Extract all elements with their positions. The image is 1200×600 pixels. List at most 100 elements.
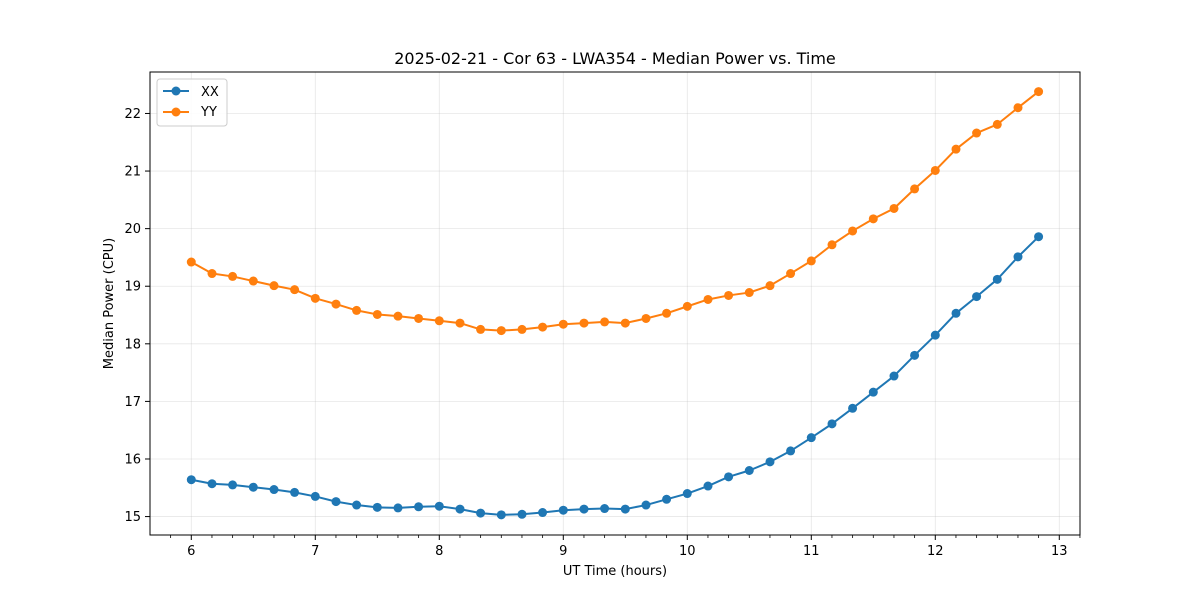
y-tick-label: 22 [124,107,141,122]
data-point-xx [724,472,734,482]
data-point-yy [620,318,630,328]
data-point-xx [372,502,382,512]
data-point-xx [269,485,279,495]
data-point-xx [248,482,258,492]
x-tick-label: 7 [311,544,319,559]
data-point-yy [703,294,713,304]
x-tick-label: 10 [679,544,696,559]
data-point-xx [186,475,196,485]
data-point-xx [414,502,424,512]
y-tick-label: 19 [124,280,141,295]
plot-frame [149,71,1081,536]
data-point-xx [806,433,816,443]
data-point-xx [600,504,610,514]
data-point-yy [1034,87,1044,97]
data-point-xx [910,350,920,360]
data-point-yy [744,288,754,298]
data-point-xx [455,504,465,514]
data-point-xx [228,480,238,490]
data-point-xx [992,274,1002,284]
data-point-yy [310,293,320,303]
data-point-xx [703,481,713,491]
y-tick-label: 15 [124,510,141,525]
data-point-xx [434,501,444,511]
data-point-xx [744,466,754,476]
data-point-yy [724,290,734,300]
data-point-xx [476,508,486,518]
data-point-yy [579,318,589,328]
y-tick-label: 18 [124,337,141,352]
data-point-yy [290,285,300,295]
data-point-xx [1034,232,1044,242]
y-tick-label: 21 [124,165,141,180]
data-point-yy [765,281,775,291]
axis-ticks: 6 7 8 9 10 11 12 13 15 16 17 18 19 20 21 22 [124,107,1081,559]
data-point-yy [352,305,362,315]
x-tick-label: 12 [927,544,944,559]
data-point-yy [538,322,548,332]
data-point-xx [496,510,506,520]
data-point-xx [538,508,548,518]
data-point-yy [434,316,444,326]
data-point-xx [393,503,403,513]
data-point-yy [930,165,940,175]
data-point-yy [476,324,486,334]
data-point-xx [310,491,320,501]
data-point-yy [641,313,651,323]
data-point-yy [414,313,424,323]
legend-label-yy: YY [200,105,217,120]
data-point-yy [269,281,279,291]
data-point-xx [848,403,858,413]
data-point-yy [228,271,238,281]
legend-label-xx: XX [201,85,219,100]
data-point-yy [951,144,961,154]
x-tick-label: 6 [187,544,195,559]
data-point-yy [868,214,878,224]
data-point-xx [620,504,630,514]
data-point-yy [786,269,796,279]
data-point-yy [517,324,527,334]
x-axis-label: UT Time (hours) [563,564,667,579]
data-point-yy [910,184,920,194]
data-point-xx [579,504,589,514]
data-point-yy [207,269,217,279]
data-point-yy [496,326,506,336]
data-point-yy [662,308,672,318]
y-tick-label: 17 [124,395,141,410]
data-point-xx [641,500,651,510]
data-point-xx [352,500,362,510]
data-point-yy [372,309,382,319]
data-point-xx [558,505,568,515]
data-point-yy [848,226,858,236]
data-point-xx [290,487,300,497]
data-point-xx [517,509,527,519]
data-point-xx [207,479,217,489]
data-point-yy [992,119,1002,129]
y-axis-label: Median Power (CPU) [102,238,117,369]
x-tick-label: 11 [803,544,820,559]
data-point-xx [786,446,796,456]
chart-title: 2025-02-21 - Cor 63 - LWA354 - Median Po… [394,49,836,68]
data-point-yy [558,319,568,329]
data-point-yy [455,318,465,328]
data-point-xx [972,292,982,302]
y-tick-label: 20 [124,222,141,237]
data-point-yy [682,301,692,311]
series-line-yy [190,90,1040,332]
data-point-xx [889,371,899,381]
data-point-yy [186,257,196,267]
y-tick-label: 16 [124,452,141,467]
series-line-xx [191,235,1040,516]
data-point-xx [930,330,940,340]
data-point-xx [331,497,341,507]
x-tick-label: 9 [559,544,567,559]
data-point-xx [1013,252,1023,262]
data-point-xx [868,387,878,397]
x-tick-label: 8 [435,544,443,559]
data-point-yy [393,311,403,321]
grid [150,72,1080,535]
data-point-yy [827,240,837,250]
data-point-yy [331,299,341,309]
data-point-xx [662,494,672,504]
